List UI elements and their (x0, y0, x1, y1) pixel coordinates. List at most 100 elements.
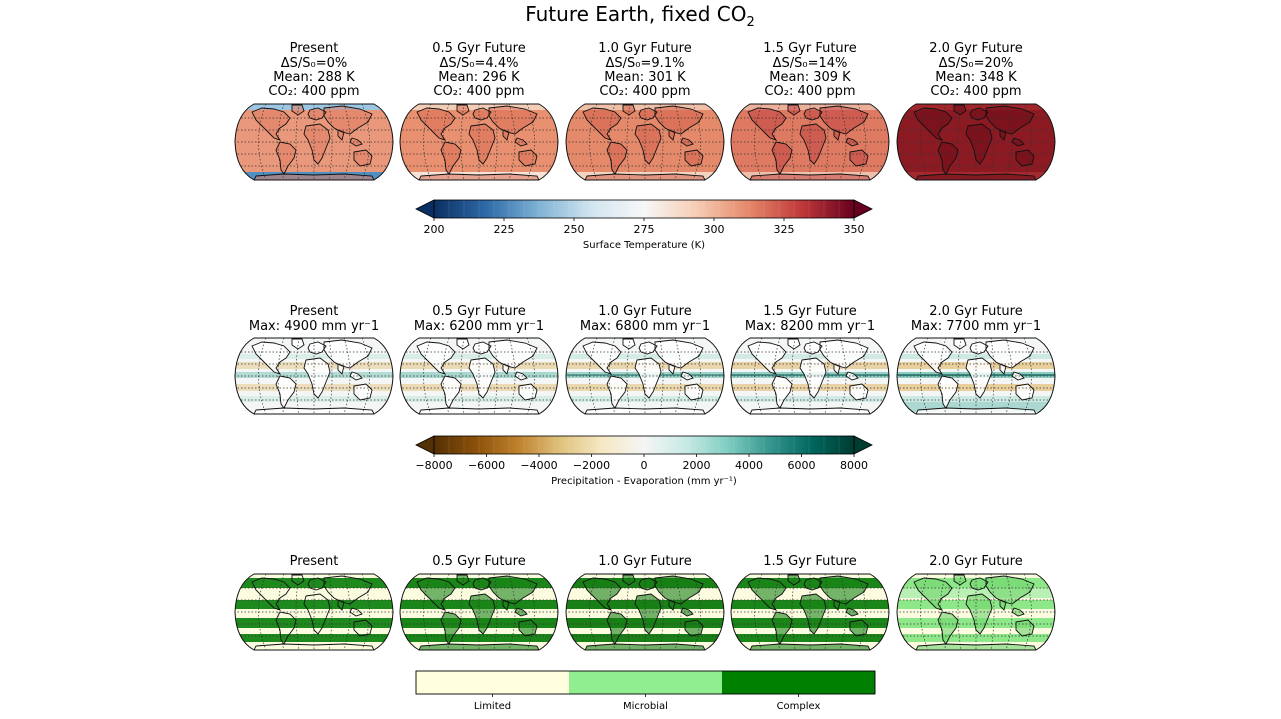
world-map (399, 573, 559, 651)
world-map (730, 103, 890, 181)
legend-frame (415, 670, 876, 695)
panel-title-line: CO₂: 400 ppm (930, 84, 1021, 99)
panel-title-line: Mean: 348 K (935, 70, 1017, 85)
colorbar-tick-label: 325 (774, 223, 795, 236)
panel-title-line: ΔS/S₀=4.4% (440, 56, 519, 71)
map-panel: 2.0 Gyr Future (896, 554, 1056, 651)
world-map (565, 337, 725, 415)
colorbar-extend-high (853, 199, 873, 219)
world-map (896, 337, 1056, 415)
colorbar-tick-label: 0 (641, 459, 648, 472)
panel-title-line: 1.0 Gyr Future (598, 41, 691, 56)
north-polar-band (235, 104, 393, 110)
panel-title-line: Mean: 288 K (273, 70, 355, 85)
colorbar-tick-label: −8000 (415, 459, 452, 472)
habitability-row: Present 0.5 Gyr Future 1.0 Gyr Future 1.5 G… (234, 554, 1056, 712)
panel-title-line: Max: 4900 mm yr⁻1 (249, 319, 379, 334)
colorbar-tick-label: 225 (494, 223, 515, 236)
world-map (730, 337, 890, 415)
figure-title: Future Earth, fixed CO2 (525, 2, 755, 30)
legend-label: Limited (474, 701, 511, 712)
colorbar-tick-label: 350 (844, 223, 865, 236)
colorbar-tick-label: 250 (564, 223, 585, 236)
panel-title-line: ΔS/S₀=9.1% (606, 56, 685, 71)
panel-title-line: Present (290, 41, 339, 56)
panel-title-line: 1.0 Gyr Future (598, 554, 691, 569)
world-map (896, 103, 1056, 181)
world-map (565, 103, 725, 181)
panel-title-line: 2.0 Gyr Future (929, 41, 1022, 56)
panel-title-line: CO₂: 400 ppm (433, 84, 524, 99)
north-polar-band (897, 104, 1055, 110)
north-polar-band (731, 104, 889, 110)
panel-title-line: Present (290, 304, 339, 319)
habitability-band (235, 600, 393, 609)
panel-title-line: Mean: 309 K (769, 70, 851, 85)
panel-title-line: CO₂: 400 ppm (599, 84, 690, 99)
colorbar-tick-label: 4000 (735, 459, 763, 472)
panel-title-line: 0.5 Gyr Future (432, 554, 525, 569)
legend-label: Microbial (623, 701, 668, 712)
map-panel: 0.5 Gyr Future (399, 554, 559, 651)
colorbar: 200 225 250 275 300 325 350 Surface Temperature… (415, 199, 873, 251)
panel-title-line: ΔS/S₀=0% (281, 56, 348, 71)
colorbar-tick-label: 2000 (683, 459, 711, 472)
colorbar-tick-label: −6000 (468, 459, 505, 472)
panel-title-line: Present (290, 554, 339, 569)
panel-title-line: Mean: 296 K (438, 70, 520, 85)
panel-title-line: Max: 7700 mm yr⁻1 (911, 319, 1041, 334)
colorbar-tick-label: 200 (424, 223, 445, 236)
panel-title-line: CO₂: 400 ppm (764, 84, 855, 99)
world-map (730, 573, 890, 651)
world-map (234, 573, 394, 651)
colorbar-tick-label: 300 (704, 223, 725, 236)
panel-title-line: 1.0 Gyr Future (598, 304, 691, 319)
panel-title-line: 0.5 Gyr Future (432, 304, 525, 319)
panel-title-line: 2.0 Gyr Future (929, 554, 1022, 569)
legend-swatch (416, 671, 569, 694)
panel-title-line: ΔS/S₀=14% (773, 56, 848, 71)
map-panel: Present (234, 554, 394, 651)
figure-title-subscript: 2 (747, 15, 755, 30)
world-map (399, 103, 559, 181)
colorbar-tick-label: 8000 (840, 459, 868, 472)
colorbar-tick-label: 275 (634, 223, 655, 236)
colorbar-extend-low (415, 199, 435, 219)
north-polar-band (566, 104, 724, 110)
panel-title-line: ΔS/S₀=20% (939, 56, 1014, 71)
panel-title-line: 2.0 Gyr Future (929, 304, 1022, 319)
map-panel: 1.0 Gyr Future (565, 554, 725, 651)
habitability-band (235, 578, 393, 588)
colorbar-label: Surface Temperature (K) (583, 240, 705, 251)
map-panel: 1.5 Gyr Future (730, 554, 890, 651)
panel-title-line: 0.5 Gyr Future (432, 41, 525, 56)
legend-label: Complex (777, 701, 821, 712)
colorbar-tick-label: 6000 (788, 459, 816, 472)
panel-title-line: 1.5 Gyr Future (763, 554, 856, 569)
colorbar: −8000 −6000 −4000 −2000 0 2000 4000 6000 8000 Pre… (415, 435, 873, 487)
panel-title-line: Max: 8200 mm yr⁻1 (745, 319, 875, 334)
world-map (896, 573, 1056, 651)
world-map (399, 337, 559, 415)
world-map (234, 103, 394, 181)
colorbar-tick-label: −2000 (573, 459, 610, 472)
world-map (234, 337, 394, 415)
colorbar-tick-label: −4000 (520, 459, 557, 472)
colorbar-label: Precipitation - Evaporation (mm yr⁻¹) (551, 476, 737, 487)
panel-title-line: Mean: 301 K (604, 70, 686, 85)
panel-title-line: Max: 6800 mm yr⁻1 (580, 319, 710, 334)
panel-title-line: CO₂: 400 ppm (268, 84, 359, 99)
world-map (565, 573, 725, 651)
legend-swatch (722, 671, 875, 694)
